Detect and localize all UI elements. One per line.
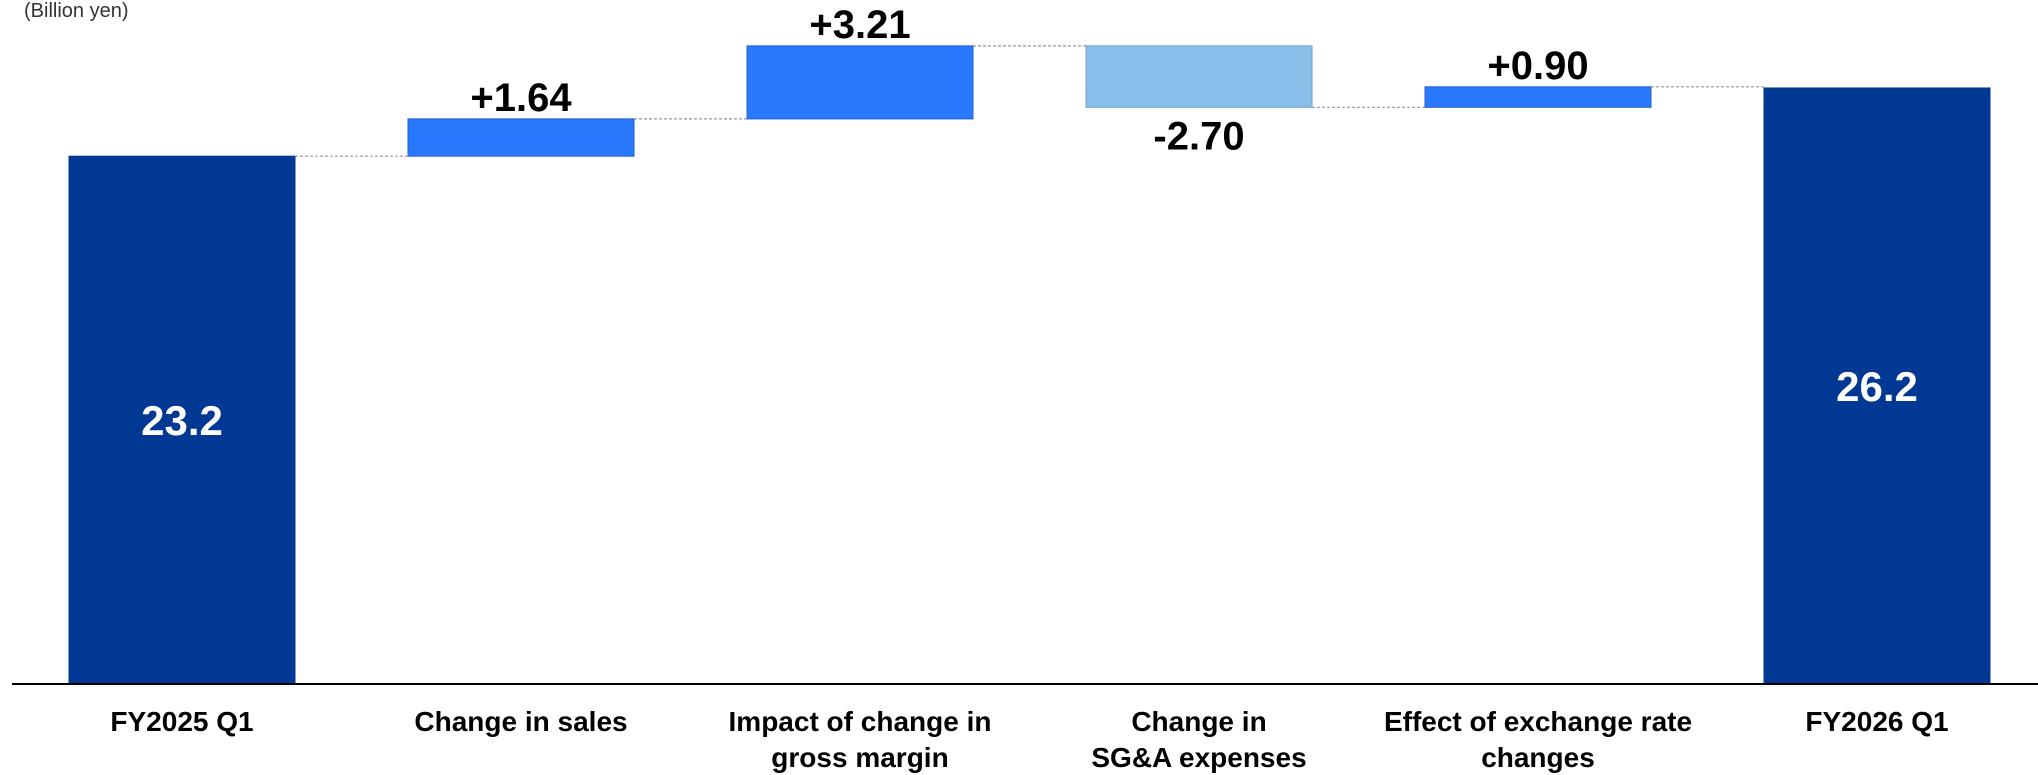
bar-4 (1085, 45, 1313, 108)
bar-5 (1424, 86, 1652, 108)
category-label-6: FY2026 Q1 (1805, 706, 1948, 737)
category-label-5: Effect of exchange rate changes (1384, 706, 1692, 773)
connector-lines (295, 45, 1764, 157)
category-label-3: Impact of change in gross margin (729, 706, 992, 773)
value-label-5: +0.90 (1487, 44, 1588, 88)
bar-6 (1763, 87, 1991, 685)
category-label-1: FY2025 Q1 (110, 706, 253, 737)
category-label-4: Change in SG&A expenses (1091, 706, 1306, 773)
value-label-3: +3.21 (809, 3, 910, 47)
bar-1 (68, 155, 296, 685)
unit-label: (Billion yen) (24, 0, 128, 22)
bar-3 (746, 45, 974, 120)
value-label-1: 23.2 (141, 397, 223, 444)
bar-2 (407, 118, 635, 157)
value-label-2: +1.64 (470, 76, 572, 120)
category-labels: FY2025 Q1 Change in sales Impact of change… (110, 706, 1948, 773)
value-labels: 23.2 +1.64 +3.21 -2.70 +0.90 26.2 (141, 3, 1918, 444)
bars (68, 45, 1991, 685)
category-label-2: Change in sales (414, 706, 627, 737)
value-label-6: 26.2 (1836, 363, 1918, 410)
value-label-4: -2.70 (1153, 114, 1244, 158)
